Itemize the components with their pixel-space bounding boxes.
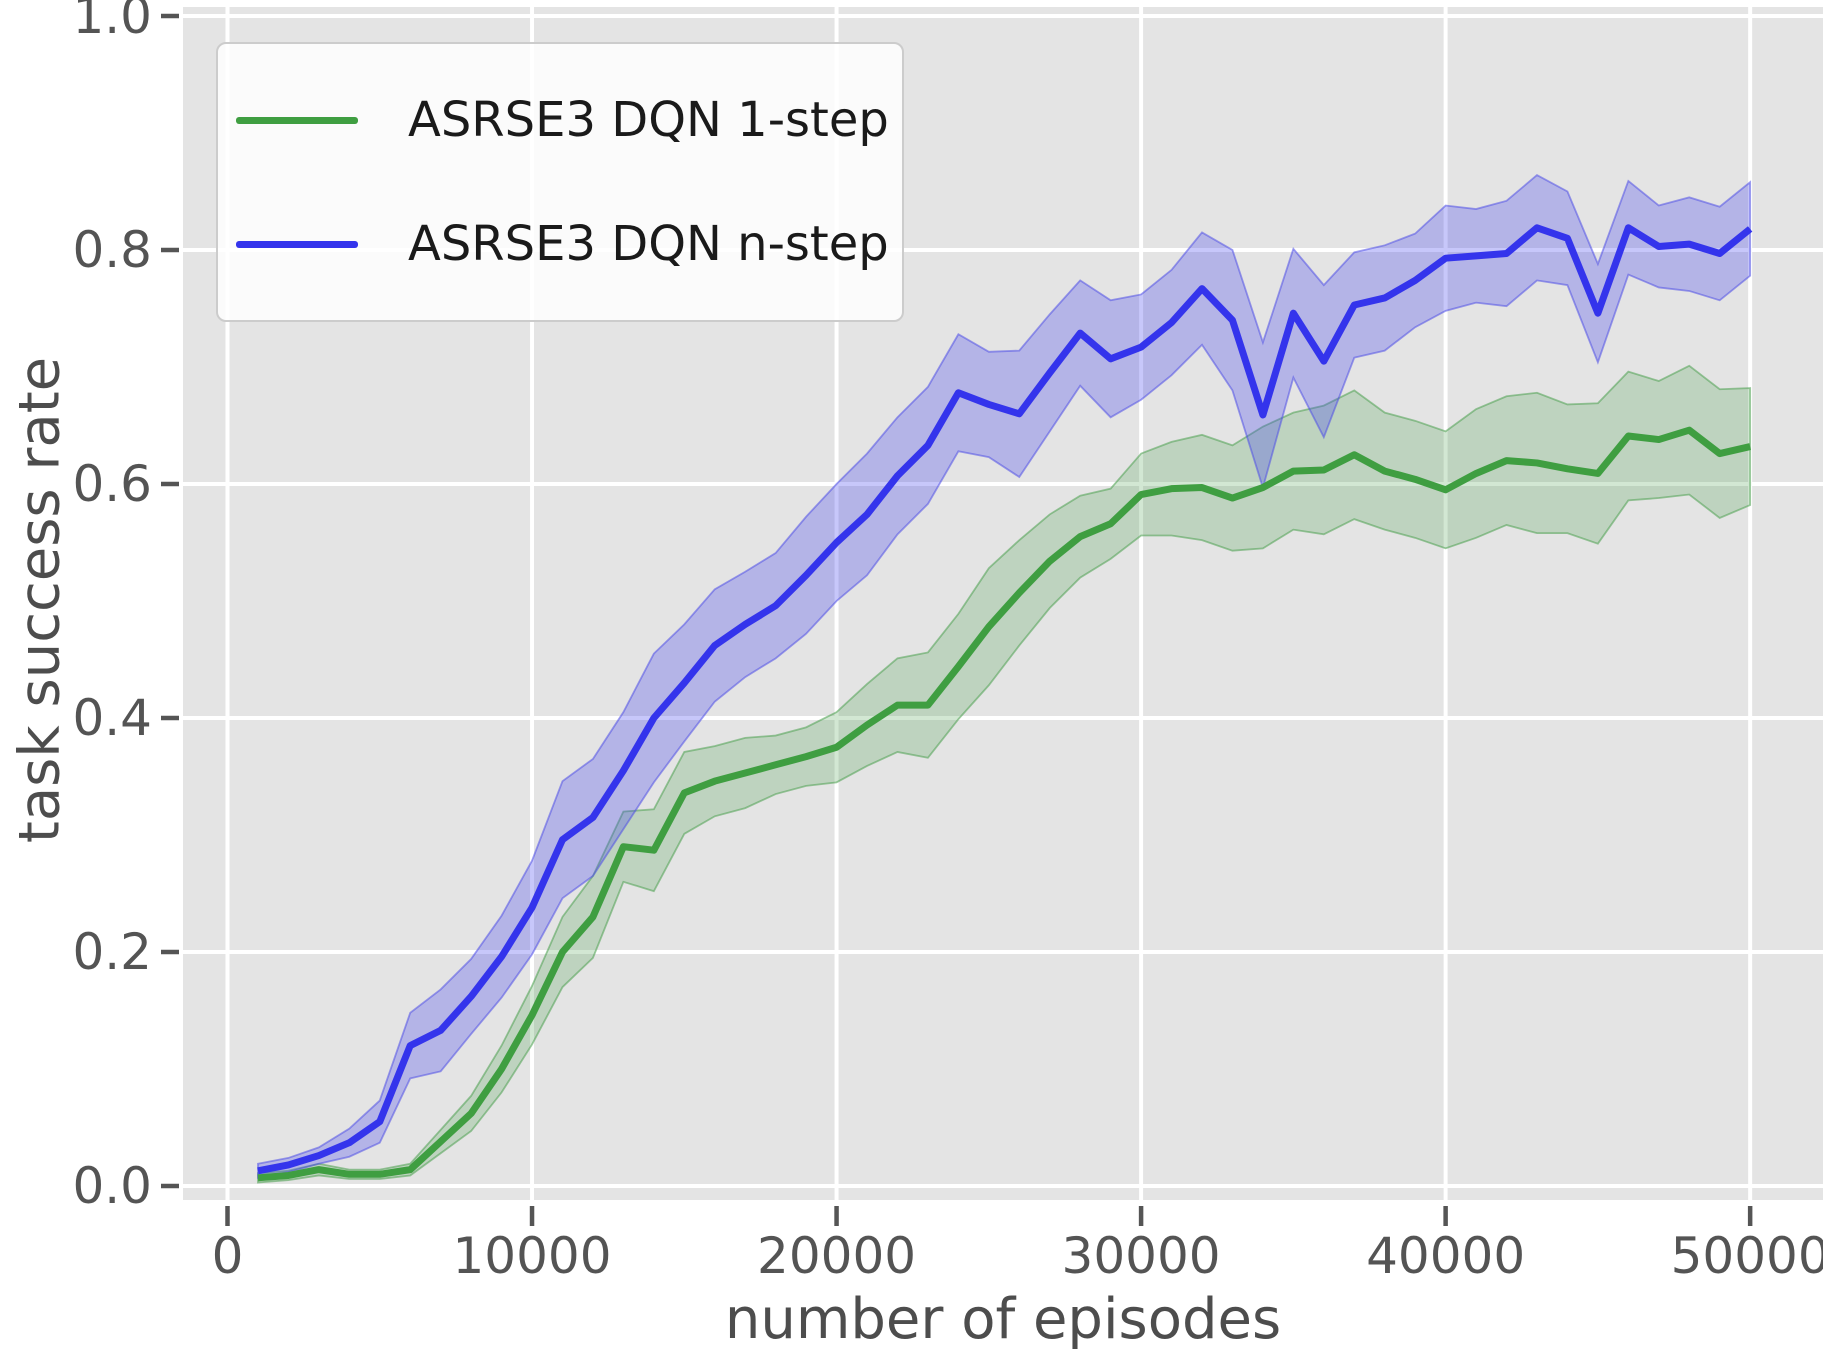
confidence-band [257,174,1752,1179]
x-tick-label: 50000 [1670,1227,1823,1285]
legend-row: ASRSE3 DQN n-step [218,216,902,272]
y-tick-label: 0.2 [72,923,152,981]
legend: ASRSE3 DQN 1-step ASRSE3 DQN n-step [216,42,904,322]
y-axis-label: task success rate [7,356,73,844]
x-tick-label: 20000 [757,1227,917,1285]
x-tick-label: 10000 [452,1227,612,1285]
legend-label: ASRSE3 DQN n-step [408,216,889,272]
legend-label: ASRSE3 DQN 1-step [408,92,889,148]
y-tick-label: 0.6 [72,455,152,513]
confidence-band [257,364,1752,1184]
x-tick-label: 0 [211,1227,244,1285]
series-line [257,426,1751,1182]
y-tick-label: 1.0 [72,0,152,45]
x-tick-label: 40000 [1366,1227,1526,1285]
x-axis-label: number of episodes [724,1287,1282,1349]
y-tick-label: 0.4 [72,689,152,747]
tick-marks [161,13,1753,1226]
legend-swatch-line [236,240,358,248]
y-tick-label: 0.0 [72,1157,152,1215]
series-line [257,224,1753,1175]
y-tick-label: 0.8 [72,221,152,279]
confidence-bands [257,174,1752,1184]
x-tick-label: 30000 [1061,1227,1221,1285]
legend-row: ASRSE3 DQN 1-step [218,92,902,148]
legend-swatch-line [236,116,358,124]
series-lines [257,224,1753,1182]
